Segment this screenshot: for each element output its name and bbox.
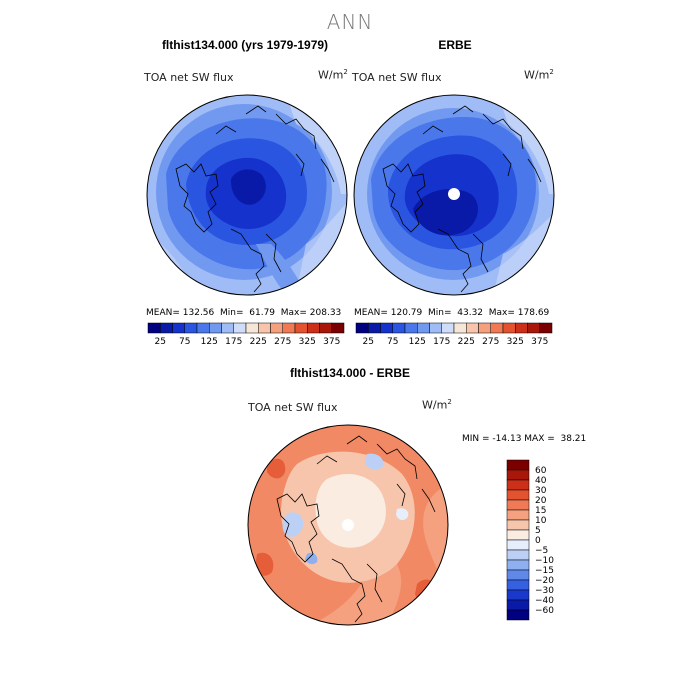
model-colorbar-swatch — [160, 322, 173, 334]
obs-colorbar-swatch — [404, 322, 418, 334]
model-colorbar-tick-label: 275 — [274, 337, 291, 347]
obs-colorbar-swatch — [527, 322, 540, 334]
obs-colorbar-swatch — [392, 322, 406, 334]
obs-colorbar-tick-label: 275 — [482, 337, 499, 347]
diff-stats: MIN = -14.13 MAX = 38.21 — [462, 434, 587, 444]
obs-colorbar-tick-label: 375 — [531, 337, 548, 347]
model-colorbar-swatch — [282, 322, 296, 334]
model-colorbar-swatch — [221, 322, 234, 334]
diff-panel-title: flthist134.000 - ERBE — [289, 366, 411, 380]
diff-colorbar-tick-label: 0 — [535, 536, 541, 546]
diff-colorbar-swatch — [506, 479, 530, 491]
diff-colorbar-tick-label: 40 — [535, 476, 547, 486]
obs-colorbar-tick-label: 325 — [507, 337, 524, 347]
model-colorbar-tick-label: 325 — [299, 337, 316, 347]
diff-polar-map — [247, 424, 449, 626]
model-colorbar-swatch — [307, 322, 320, 334]
obs-stats: MEAN= 120.79 Min= 43.32 Max= 178.69 — [354, 308, 550, 318]
obs-panel-title: ERBE — [438, 38, 472, 52]
diff-colorbar-swatch — [506, 509, 530, 521]
diff-colorbar-tick-label: −60 — [535, 606, 554, 616]
model-units-label: W/m2 — [318, 68, 348, 82]
obs-colorbar-tick-label: 175 — [433, 337, 450, 347]
diff-colorbar-swatch — [506, 469, 530, 481]
model-variable-label: TOA net SW flux — [144, 71, 234, 84]
obs-units-label: W/m2 — [524, 68, 554, 82]
model-colorbar-swatch — [319, 322, 332, 334]
model-colorbar-swatch — [331, 322, 345, 334]
obs-colorbar-swatch — [539, 322, 553, 334]
obs-colorbar-swatch — [429, 322, 442, 334]
obs-colorbar-swatch — [417, 322, 430, 334]
diff-colorbar-tick-label: 60 — [535, 466, 547, 476]
model-colorbar-tick-label: 375 — [323, 337, 340, 347]
diff-colorbar-swatch — [506, 589, 530, 601]
model-colorbar-swatch — [147, 322, 161, 334]
diff-colorbar-swatch — [506, 559, 530, 571]
model-colorbar-tick-label: 175 — [225, 337, 242, 347]
diff-units-label: W/m2 — [422, 398, 452, 412]
obs-colorbar-tick-label: 75 — [387, 337, 398, 347]
model-panel-title: flthist134.000 (yrs 1979-1979) — [161, 38, 329, 52]
model-colorbar-swatch — [270, 322, 283, 334]
model-colorbar-tick-label: 25 — [155, 337, 166, 347]
model-stats: MEAN= 132.56 Min= 61.79 Max= 208.33 — [146, 308, 342, 318]
obs-colorbar-tick-label: 225 — [458, 337, 475, 347]
diff-colorbar-tick-label: 20 — [535, 496, 547, 506]
obs-colorbar-swatch — [490, 322, 504, 334]
obs-colorbar-tick-label: 125 — [409, 337, 426, 347]
diff-variable-label: TOA net SW flux — [248, 401, 338, 414]
diff-colorbar-tick-label: 5 — [535, 526, 541, 536]
model-colorbar-tick-label: 75 — [179, 337, 190, 347]
obs-colorbar-swatch — [466, 322, 479, 334]
diff-colorbar-swatch — [506, 489, 530, 501]
model-colorbar-swatch — [233, 322, 247, 334]
model-colorbar-swatch — [172, 322, 185, 334]
model-colorbar-swatch — [245, 322, 259, 334]
obs-variable-label: TOA net SW flux — [352, 71, 442, 84]
diff-colorbar-swatch — [506, 519, 530, 531]
model-colorbar-tick-label: 125 — [201, 337, 218, 347]
diff-colorbar-swatch — [506, 609, 530, 621]
obs-colorbar-swatch — [355, 322, 369, 334]
model-colorbar-swatch — [258, 322, 271, 334]
diff-colorbar-swatch — [506, 459, 530, 471]
obs-colorbar-swatch — [478, 322, 491, 334]
obs-colorbar-swatch — [502, 322, 516, 334]
obs-colorbar-swatch — [368, 322, 381, 334]
diff-colorbar-tick-label: −40 — [535, 596, 554, 606]
diff-colorbar-swatch — [506, 549, 530, 561]
model-colorbar: 25 75 125 175 225 275 325 375 — [147, 322, 345, 347]
diff-colorbar-swatch — [506, 579, 530, 591]
obs-colorbar: 25 75 125 175 225 275 325 375 — [355, 322, 553, 347]
obs-polar-map — [353, 94, 555, 296]
diff-colorbar-swatch — [506, 569, 530, 581]
diff-colorbar-swatch — [506, 539, 530, 551]
model-colorbar-swatch — [209, 322, 222, 334]
diff-colorbar-swatch — [506, 529, 530, 541]
model-colorbar-swatch — [184, 322, 198, 334]
diff-colorbar-tick-label: −10 — [535, 556, 554, 566]
figure-title: ANN — [326, 10, 374, 34]
diff-colorbar-tick-label: −15 — [535, 566, 554, 576]
model-colorbar-tick-label: 225 — [250, 337, 267, 347]
obs-colorbar-swatch — [380, 322, 393, 334]
model-colorbar-swatch — [196, 322, 210, 334]
diff-colorbar-tick-label: 10 — [535, 516, 547, 526]
diff-colorbar-tick-label: −30 — [535, 586, 554, 596]
obs-colorbar-swatch — [515, 322, 528, 334]
diff-colorbar-swatch — [506, 599, 530, 611]
obs-colorbar-tick-label: 25 — [363, 337, 374, 347]
obs-colorbar-swatch — [453, 322, 467, 334]
model-colorbar-swatch — [294, 322, 308, 334]
diff-colorbar-tick-label: −5 — [535, 546, 548, 556]
diff-colorbar-swatch — [506, 499, 530, 511]
diff-colorbar-tick-label: 30 — [535, 486, 547, 496]
diff-colorbar-tick-label: 15 — [535, 506, 546, 516]
obs-colorbar-swatch — [441, 322, 455, 334]
diff-colorbar-tick-label: −20 — [535, 576, 554, 586]
model-polar-map — [146, 94, 348, 296]
